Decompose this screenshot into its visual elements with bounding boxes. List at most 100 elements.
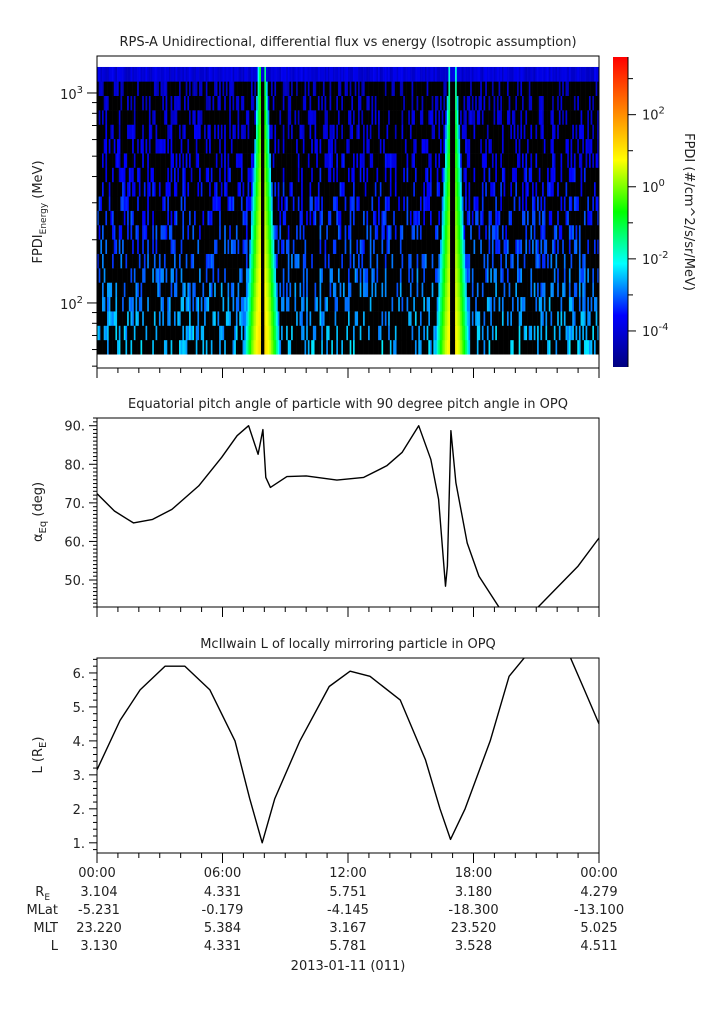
spectrogram-cell xyxy=(209,282,212,298)
spectrogram-cell xyxy=(545,268,548,283)
spectrogram-cell xyxy=(595,339,598,355)
spectrogram-cell xyxy=(356,110,359,125)
spectrogram-cell xyxy=(220,325,223,341)
spectrogram-cell xyxy=(364,325,367,341)
spectrogram-cell xyxy=(587,196,590,211)
spectrogram-cell xyxy=(110,210,113,226)
spectrogram-cell xyxy=(260,138,263,154)
spectrogram-cell xyxy=(587,124,590,140)
spectrogram-cell xyxy=(421,110,424,125)
spectrogram-cell xyxy=(217,268,220,283)
spectrogram-cell xyxy=(150,181,153,197)
spectrogram-cell xyxy=(443,224,446,240)
spectrogram-cell xyxy=(205,224,208,240)
spectrogram-cell xyxy=(587,339,590,355)
spectrogram-cell xyxy=(476,268,479,283)
spectrogram-cell xyxy=(277,167,280,183)
spectrogram-cell xyxy=(346,253,349,269)
spectrogram-cell xyxy=(311,224,314,240)
spectrogram-cell xyxy=(500,253,503,269)
spectrogram-cell xyxy=(210,167,213,183)
spectrogram-cell xyxy=(289,239,292,254)
spectrogram-cell xyxy=(107,196,110,211)
spectrogram-cell xyxy=(542,268,545,283)
spectrogram-cell xyxy=(339,153,342,168)
spectrogram-cell xyxy=(322,311,325,326)
spectrogram-cell xyxy=(142,325,145,341)
spectrogram-cell xyxy=(125,153,128,168)
spectrogram-cell xyxy=(214,196,217,211)
spectrogram-cell xyxy=(234,181,237,197)
spectrogram-cell xyxy=(207,253,210,269)
spectrogram-cell xyxy=(419,296,422,312)
spectrogram-cell xyxy=(115,253,118,269)
spectrogram-cell xyxy=(235,138,238,154)
spectrogram-cell xyxy=(311,268,314,283)
spectrogram-cell xyxy=(257,311,260,326)
spectrogram-cell xyxy=(371,282,374,298)
spectrogram-cell xyxy=(163,296,166,312)
spectrogram-cell xyxy=(550,339,553,355)
spectrogram-cell xyxy=(399,181,402,197)
spectrogram-cell xyxy=(289,311,292,326)
spectrogram-cell xyxy=(384,224,387,240)
spectrogram-cell xyxy=(555,282,558,298)
spectrogram-cell xyxy=(577,282,580,298)
spectrogram-cell xyxy=(297,153,300,168)
spectrogram-cell xyxy=(483,282,486,298)
spectrogram-cell xyxy=(128,153,131,168)
spectrogram-cell xyxy=(403,296,406,312)
spectrogram-cell xyxy=(585,268,588,283)
spectrogram-cell xyxy=(448,153,451,168)
spectrogram-cell xyxy=(440,239,443,254)
spectrogram-cell xyxy=(232,282,235,298)
spectrogram-cell xyxy=(276,239,279,254)
spectrogram-cell xyxy=(145,138,148,154)
spectrogram-cell xyxy=(128,282,131,298)
spectrogram-cell xyxy=(217,282,220,298)
spectrogram-cell xyxy=(235,325,238,341)
spectrogram-cell xyxy=(461,268,464,283)
spectrogram-cell xyxy=(307,253,310,269)
spectrogram-cell xyxy=(301,124,304,140)
spectrogram-cell xyxy=(142,196,145,211)
spectrogram-cell xyxy=(369,124,372,140)
spectrogram-cell xyxy=(204,296,207,312)
spectrogram-cell xyxy=(369,210,372,226)
spectrogram-cell xyxy=(229,210,232,226)
spectrogram-cell xyxy=(483,311,486,326)
spectrogram-cell xyxy=(525,311,528,326)
spectrogram-cell xyxy=(222,268,225,283)
spectrogram-cell xyxy=(299,282,302,298)
spectrogram-cell xyxy=(453,124,456,140)
spectrogram-cell xyxy=(316,181,319,197)
spectrogram-cell xyxy=(478,239,481,254)
spectrogram-cell xyxy=(172,110,175,125)
spectrogram-cell xyxy=(411,153,414,168)
spectrogram-cell xyxy=(210,138,213,154)
spectrogram-cell xyxy=(229,196,232,211)
spectrogram-cell xyxy=(364,239,367,254)
spectrogram-cell xyxy=(105,138,108,154)
spectrogram-cell xyxy=(550,196,553,211)
spectrogram-cell xyxy=(234,325,237,341)
spectrogram-cell xyxy=(572,210,575,226)
spectrogram-cell xyxy=(500,296,503,312)
spectrogram-cell xyxy=(496,311,499,326)
spectrogram-cell xyxy=(419,196,422,211)
spectrogram-cell xyxy=(398,153,401,168)
spectrogram-cell xyxy=(391,311,394,326)
spectrogram-cell xyxy=(165,268,168,283)
spectrogram-cell xyxy=(302,296,305,312)
spectrogram-cell xyxy=(523,296,526,312)
spectrogram-cell xyxy=(366,311,369,326)
spectrogram-cell xyxy=(175,138,178,154)
spectrogram-cell xyxy=(185,224,188,240)
spectrogram-cell xyxy=(461,138,464,154)
spectrogram-cell xyxy=(348,196,350,211)
spectrogram-cell xyxy=(155,311,158,326)
spectrogram-cell xyxy=(249,224,252,240)
spectrogram-cell xyxy=(219,210,222,226)
spectrogram-cell xyxy=(446,268,449,283)
spectrogram-cell xyxy=(117,224,120,240)
